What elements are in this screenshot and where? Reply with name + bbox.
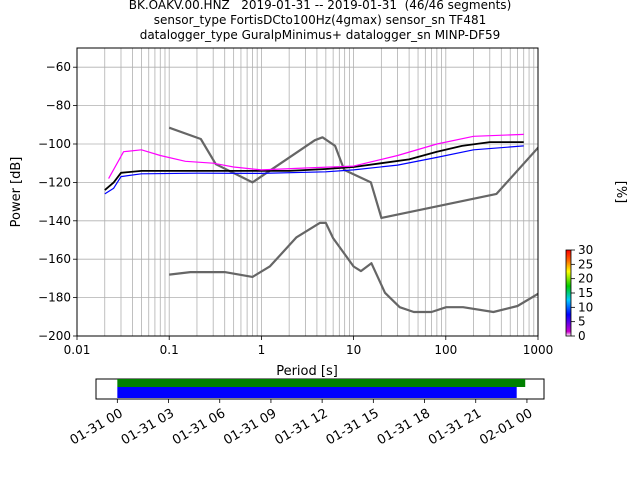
colorbar-label: [%] <box>613 181 628 204</box>
colorbar-tick-label: 0 <box>578 329 586 343</box>
x-tick-label: 1000 <box>523 343 554 357</box>
timeline-tick-label: 01-31 06 <box>170 406 228 448</box>
timeline-tick-label: 01-31 21 <box>426 406 484 448</box>
colorbar-tick-label: 5 <box>578 315 586 329</box>
colorbar <box>565 249 572 337</box>
x-tick-label: 1 <box>258 343 266 357</box>
x-tick-label: 10 <box>346 343 361 357</box>
y-axis-label: Power [dB] <box>9 157 24 228</box>
series-line-nlnm <box>169 221 538 314</box>
plot-frame <box>76 47 539 337</box>
grid <box>76 48 538 337</box>
colorbar-tick-label: 25 <box>578 257 593 271</box>
timeline-tick-label: 02-01 00 <box>477 406 535 448</box>
chart-title-line-1: BK.OAKV.00.HNZ 2019-01-31 -- 2019-01-31 … <box>128 0 512 12</box>
y-tick-label: −60 <box>46 60 71 74</box>
timeline-bar-available <box>117 379 526 387</box>
x-tick-label: 100 <box>434 343 457 357</box>
chart-title-line-2: sensor_type FortisDCto100Hz(4gmax) senso… <box>153 13 487 27</box>
x-axis-label: Period [s] <box>276 364 338 379</box>
y-tick-label: −120 <box>38 175 71 189</box>
y-tick-label: −80 <box>46 99 71 113</box>
colorbar-tick-label: 30 <box>578 243 593 257</box>
series-group <box>104 126 538 314</box>
y-tick-label: −160 <box>38 252 71 266</box>
y-tick-label: −100 <box>38 137 71 151</box>
timeline-tick-label: 01-31 09 <box>221 406 279 448</box>
timeline-tick-label: 01-31 03 <box>119 406 177 448</box>
chart-title-line-3: datalogger_type GuralpMinimus+ datalogge… <box>139 28 501 42</box>
y-tick-label: −140 <box>38 214 71 228</box>
timeline-bar-used <box>117 387 517 398</box>
colorbar-tick-label: 20 <box>578 272 593 286</box>
y-tick-label: −200 <box>38 329 71 343</box>
timeline-tick-label: 01-31 12 <box>272 406 330 448</box>
series-line-upper <box>108 133 524 179</box>
y-tick-label: −180 <box>38 291 71 305</box>
series-line-lower <box>104 145 524 195</box>
colorbar-tick-label: 10 <box>578 300 593 314</box>
timeline-tick-label: 01-31 00 <box>68 406 126 448</box>
x-tick-label: 0.1 <box>160 343 179 357</box>
timeline-tick-label: 01-31 18 <box>375 406 433 448</box>
x-tick-label: 0.01 <box>64 343 91 357</box>
colorbar-tick-label: 15 <box>578 286 593 300</box>
series-line-nhnm <box>168 126 538 219</box>
timeline-tick-label: 01-31 15 <box>324 406 382 448</box>
series-line-mode <box>104 141 524 191</box>
axes: 0.01 0.1 1 10 100 1000 −200 −180 −160 −140 −120 −10… <box>38 60 553 357</box>
